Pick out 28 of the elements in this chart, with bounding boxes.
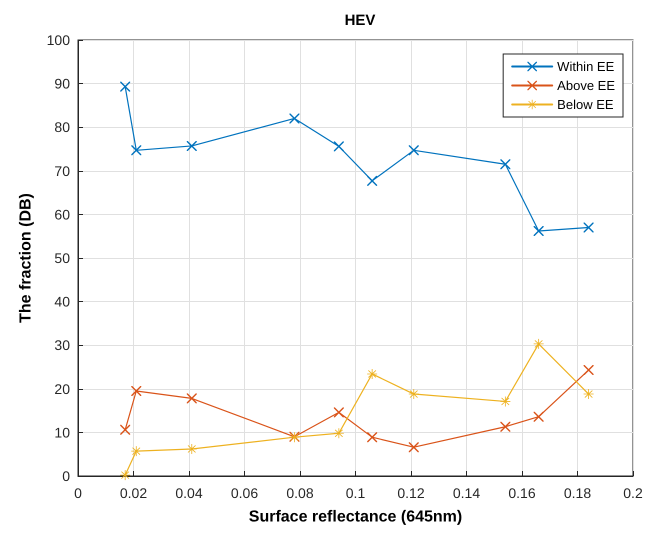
x-tick-label: 0.18 [564,485,592,501]
chart-title: HEV [344,12,376,29]
y-tick-label: 90 [54,76,70,92]
legend-label: Below EE [557,97,614,112]
y-tick-label: 100 [46,32,70,48]
y-tick-label: 50 [54,250,70,266]
x-tick-label: 0.08 [286,485,314,501]
legend-label: Above EE [557,78,616,93]
x-tick-label: 0.02 [120,485,148,501]
x-tick-label: 0.12 [397,485,425,501]
y-tick-label: 20 [54,380,70,397]
x-axis-title: Surface reflectance (645nm) [248,508,462,526]
y-tick-label: 30 [54,337,70,354]
x-tick-label: 0.14 [452,485,480,501]
x-tick-label: 0.04 [175,485,203,501]
x-tick-label: 0.1 [346,485,366,501]
y-tick-label: 10 [54,424,70,440]
y-tick-label: 70 [54,162,70,179]
x-tick-label: 0 [74,485,82,501]
y-axis-title: The fraction (DB) [18,193,34,323]
y-tick-label: 0 [62,468,70,484]
legend-label: Within EE [557,59,615,74]
y-tick-label: 80 [54,119,70,136]
y-tick-label: 40 [54,294,70,310]
y-tick-label: 60 [54,206,70,222]
x-tick-label: 0.06 [230,485,258,501]
x-tick-label: 0.16 [508,485,536,501]
x-tick-label: 0.2 [623,485,643,501]
